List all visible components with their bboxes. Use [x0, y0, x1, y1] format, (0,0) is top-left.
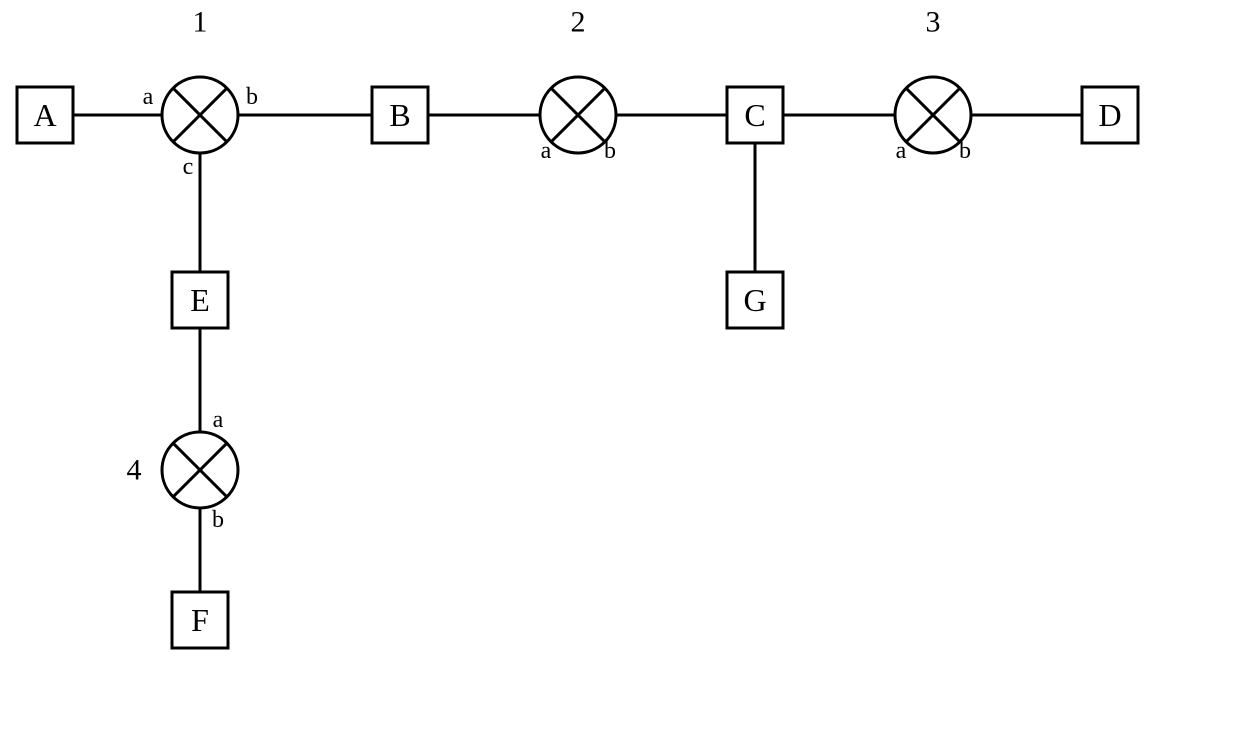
- edges: [73, 115, 1082, 592]
- valve-v4-number: 4: [127, 454, 142, 487]
- valve-v3-port-b: b: [959, 138, 971, 164]
- valve-v1-port-c: c: [183, 154, 194, 180]
- node-B-label: B: [389, 97, 410, 133]
- node-F-label: F: [191, 602, 209, 638]
- valve-v4-port-a: a: [213, 407, 224, 433]
- valve-v2: 2 a b: [540, 6, 616, 165]
- valve-v3: 3 a b: [895, 6, 971, 165]
- valve-v2-number: 2: [571, 6, 586, 39]
- valve-v2-port-b: b: [604, 138, 616, 164]
- node-C-label: C: [744, 97, 765, 133]
- valve-v4: 4 a b: [127, 407, 239, 533]
- node-A-label: A: [33, 97, 56, 133]
- network-diagram: 1 a b c 2 a b 3 a b 4 a b A B C D E F G: [0, 0, 1240, 730]
- node-E-label: E: [190, 282, 210, 318]
- node-D: D: [1082, 87, 1138, 143]
- valve-v1-number: 1: [193, 6, 208, 39]
- node-B: B: [372, 87, 428, 143]
- node-G: G: [727, 272, 783, 328]
- valve-v1-port-b: b: [246, 84, 258, 110]
- valve-v3-number: 3: [926, 6, 941, 39]
- node-E: E: [172, 272, 228, 328]
- node-C: C: [727, 87, 783, 143]
- valve-v1-port-a: a: [143, 84, 154, 110]
- node-A: A: [17, 87, 73, 143]
- node-D-label: D: [1098, 97, 1121, 133]
- valve-v3-port-a: a: [896, 138, 907, 164]
- node-G-label: G: [743, 282, 766, 318]
- valve-v1: 1 a b c: [143, 6, 258, 181]
- valve-v4-port-b: b: [212, 507, 224, 533]
- node-F: F: [172, 592, 228, 648]
- valve-v2-port-a: a: [541, 138, 552, 164]
